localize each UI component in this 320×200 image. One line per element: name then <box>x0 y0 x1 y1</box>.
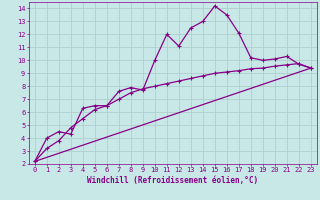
X-axis label: Windchill (Refroidissement éolien,°C): Windchill (Refroidissement éolien,°C) <box>87 176 258 185</box>
